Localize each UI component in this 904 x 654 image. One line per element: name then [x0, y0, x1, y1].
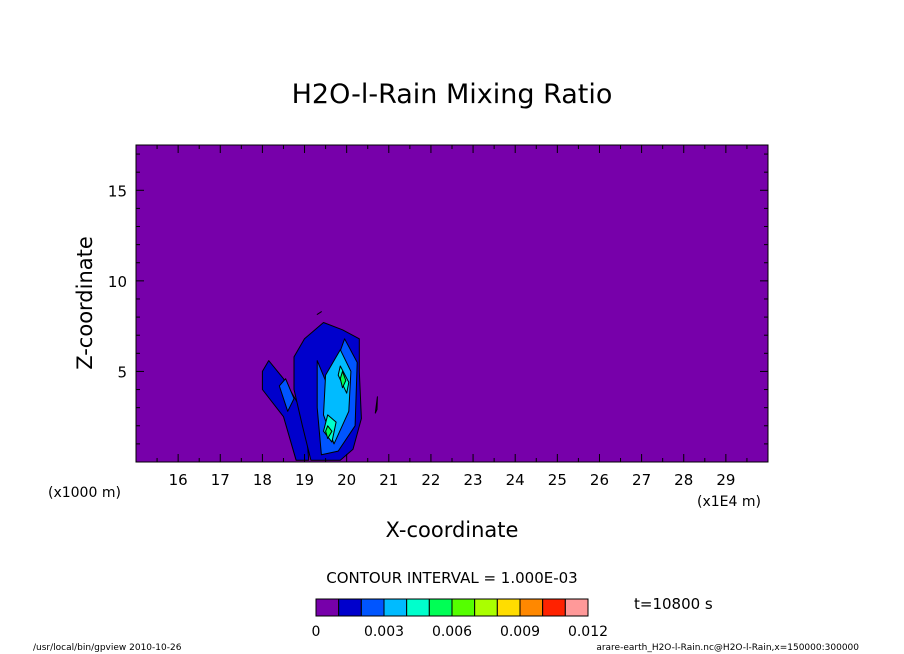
x-tick-label: 16 [169, 471, 188, 489]
x-tick-label: 23 [464, 471, 483, 489]
x-tick-label: 28 [674, 471, 693, 489]
colorbar-swatch [315, 598, 340, 617]
footer-right: arare-earth_H2O-l-Rain.nc@H2O-l-Rain,x=1… [596, 643, 859, 653]
x-tick-label: 21 [379, 471, 398, 489]
contour-region [325, 425, 333, 439]
x-tick-label: 22 [421, 471, 440, 489]
colorbar-swatch [383, 598, 408, 617]
colorbar-swatch [564, 598, 589, 617]
colorbar-swatch [519, 598, 544, 617]
colorbar-swatch [428, 598, 453, 617]
x-tick-label: 29 [716, 471, 735, 489]
x-tick-label: 25 [548, 471, 567, 489]
y-tick-label: 10 [108, 273, 127, 291]
plot-background [136, 145, 768, 462]
colorbar-swatch [406, 598, 430, 617]
x-axis-label: X-coordinate [386, 518, 519, 542]
colorbar-swatch [360, 598, 385, 617]
footer-left: /usr/local/bin/gpview 2010-10-26 [33, 643, 182, 653]
x-tick-label: 17 [211, 471, 230, 489]
colorbar-swatch [451, 598, 476, 617]
x-axis-ticks: 16 17 18 19 20 21 22 23 24 25 26 27 28 29 [135, 145, 769, 489]
colorbar-swatch [474, 598, 498, 617]
colorbar-frame [315, 598, 589, 617]
colorbar-swatch [496, 598, 521, 617]
contour-region [316, 311, 322, 315]
chart-title: H2O-l-Rain Mixing Ratio [292, 79, 613, 110]
y-tick-label: 15 [108, 182, 127, 200]
x-tick-label: 24 [506, 471, 525, 489]
colorbar-tick-label: 0 [312, 624, 321, 640]
time-label: t=10800 s [634, 595, 713, 613]
contour-region [278, 378, 295, 412]
contour-region [374, 396, 378, 414]
colorbar: 0 0.003 0.006 0.009 0.012 [312, 598, 608, 640]
plot-area: 16 17 18 19 20 21 22 23 24 25 26 27 28 29 5 10 15 [108, 144, 769, 489]
colorbar-tick-label: 0.012 [568, 624, 608, 640]
x-tick-label: 26 [590, 471, 609, 489]
x-tick-label: 18 [253, 471, 272, 489]
contour-region [339, 370, 347, 389]
x-tick-label: 27 [632, 471, 651, 489]
contour-interval: CONTOUR INTERVAL = 1.000E-03 [326, 569, 577, 587]
colorbar-tick-label: 0.003 [364, 624, 404, 640]
y-tick-label: 5 [117, 363, 127, 381]
contour-layer [261, 311, 378, 461]
y-axis-ticks: 5 10 15 [108, 153, 768, 445]
x-unit-right: (x1E4 m) [697, 494, 761, 510]
colorbar-tick-label: 0.009 [500, 624, 540, 640]
colorbar-swatch [542, 598, 566, 617]
x-tick-label: 19 [295, 471, 314, 489]
x-unit-left: (x1000 m) [48, 485, 121, 501]
x-tick-label: 20 [337, 471, 356, 489]
y-axis-label: Z-coordinate [73, 236, 97, 370]
colorbar-tick-label: 0.006 [432, 624, 472, 640]
colorbar-swatch [338, 598, 362, 617]
